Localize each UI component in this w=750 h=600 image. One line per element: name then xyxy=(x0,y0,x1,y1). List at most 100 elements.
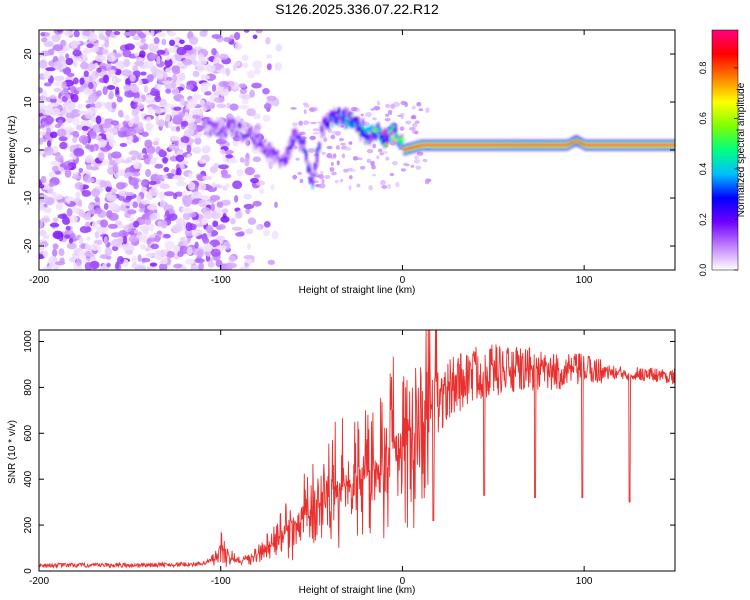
noise-blob xyxy=(241,54,249,62)
noise-blob xyxy=(298,120,304,126)
noise-blob xyxy=(65,132,71,139)
noise-blob xyxy=(330,134,336,140)
ridge-segment xyxy=(261,150,264,154)
noise-blob xyxy=(65,43,70,52)
ridge-segment xyxy=(342,111,345,120)
noise-blob xyxy=(56,128,67,137)
noise-blob xyxy=(404,102,408,108)
noise-blob xyxy=(217,224,226,230)
noise-blob xyxy=(244,208,251,214)
noise-blob xyxy=(149,262,158,267)
noise-blob xyxy=(128,136,134,141)
noise-blob xyxy=(247,70,255,79)
ridge-segment xyxy=(355,120,358,132)
noise-blob xyxy=(44,115,54,125)
noise-blob xyxy=(70,40,79,49)
noise-blob xyxy=(64,89,69,98)
noise-blob xyxy=(86,63,96,70)
noise-blob xyxy=(132,35,141,41)
ridge-segment xyxy=(390,137,393,143)
noise-blob xyxy=(67,101,76,110)
noise-blob xyxy=(160,220,168,229)
ridge-segment xyxy=(592,143,596,147)
noise-blob xyxy=(220,92,226,97)
ridge-segment xyxy=(233,125,236,137)
noise-blob xyxy=(52,243,59,250)
noise-blob xyxy=(332,130,336,135)
ridge-segment xyxy=(307,164,310,168)
noise-blob xyxy=(244,157,250,167)
noise-blob xyxy=(179,236,188,242)
ridge-segment xyxy=(213,129,216,135)
noise-blob xyxy=(41,37,48,43)
colorbar-frame xyxy=(711,29,739,271)
noise-blob xyxy=(413,159,421,164)
noise-blob xyxy=(313,131,319,135)
noise-blob xyxy=(165,88,172,94)
noise-blob xyxy=(175,217,185,227)
noise-blob xyxy=(163,233,171,239)
ridge-segment xyxy=(409,146,413,150)
ridge-segment xyxy=(257,143,260,146)
ridge-segment xyxy=(305,150,308,153)
noise-blob xyxy=(89,166,100,171)
ridge-segment xyxy=(398,137,402,143)
ridge-segment xyxy=(241,134,245,138)
ridge-segment xyxy=(348,121,352,127)
ridge-segment xyxy=(379,127,382,136)
noise-blob xyxy=(142,228,149,235)
heatmap-x-tick-label: -100 xyxy=(211,275,231,286)
noise-blob xyxy=(326,152,333,159)
ridge-segment xyxy=(366,127,369,133)
ridge-segment xyxy=(248,127,251,133)
noise-blob xyxy=(304,104,310,108)
noise-blob xyxy=(199,182,207,192)
ridge-segment xyxy=(575,139,578,142)
noise-blob xyxy=(87,107,98,115)
noise-blob xyxy=(372,143,377,149)
noise-blob xyxy=(105,186,112,193)
noise-blob xyxy=(297,171,302,175)
noise-blob xyxy=(321,151,326,155)
noise-blob xyxy=(408,127,416,131)
noise-blob xyxy=(155,91,161,100)
noise-blob xyxy=(105,131,115,141)
noise-blob xyxy=(53,60,63,70)
noise-blob xyxy=(86,236,91,241)
ridge-segment xyxy=(324,123,328,127)
ridge-segment xyxy=(612,143,615,147)
noise-blob xyxy=(131,134,138,144)
noise-blob xyxy=(172,68,181,75)
noise-blob xyxy=(134,52,140,57)
noise-blob xyxy=(149,213,157,221)
noise-blob xyxy=(40,217,51,223)
noise-blob xyxy=(348,175,353,180)
ridge-segment xyxy=(634,143,637,147)
ridge-segment xyxy=(350,111,354,123)
noise-blob xyxy=(235,231,245,237)
noise-blob xyxy=(124,114,130,122)
ridge-segment xyxy=(394,124,397,133)
noise-blob xyxy=(133,183,139,190)
ridge-segment xyxy=(350,120,354,126)
snr-x-axis-label: Height of straight line (km) xyxy=(299,585,416,596)
noise-blob xyxy=(39,229,47,236)
noise-blob xyxy=(221,173,232,179)
noise-blob xyxy=(164,54,171,61)
noise-blob xyxy=(132,65,139,72)
ridge-segment xyxy=(632,143,635,147)
noise-blob xyxy=(243,30,250,33)
noise-blob xyxy=(363,121,370,127)
ridge-segment xyxy=(405,147,408,151)
noise-blob xyxy=(303,120,309,126)
noise-blob xyxy=(54,75,65,82)
ridge-segment xyxy=(287,140,291,152)
ridge-segment xyxy=(342,109,345,113)
ridge-segment xyxy=(302,139,306,143)
noise-blob xyxy=(63,30,73,37)
noise-blob xyxy=(225,154,234,159)
noise-blob xyxy=(382,151,388,154)
ridge-segment xyxy=(291,141,295,147)
noise-blob xyxy=(207,261,215,268)
ridge-segment xyxy=(372,129,376,133)
